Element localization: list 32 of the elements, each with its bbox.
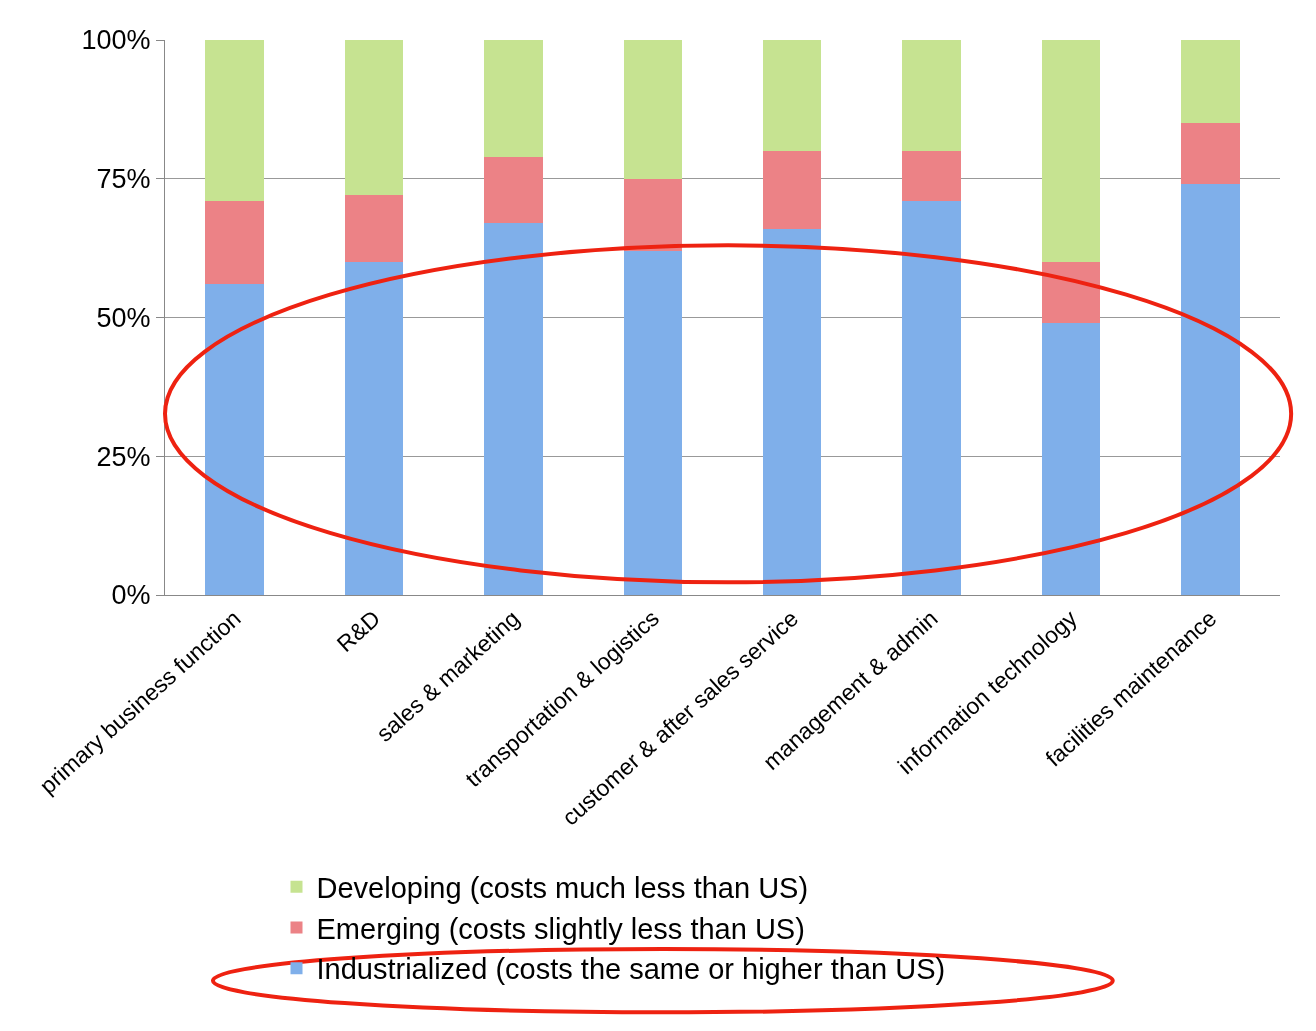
bar — [762, 151, 822, 229]
bar — [1041, 262, 1101, 324]
bar — [902, 200, 961, 595]
bar — [484, 156, 543, 224]
bar — [902, 151, 961, 201]
bar — [1181, 40, 1240, 124]
bar — [1181, 123, 1240, 185]
legend-label: Developing (costs much less than US) — [316, 872, 809, 905]
y-tick-label: 0% — [111, 580, 151, 611]
bar — [205, 200, 264, 285]
bar — [1041, 40, 1101, 262]
bar — [344, 262, 404, 595]
bar — [902, 40, 961, 151]
bar — [344, 195, 404, 262]
bar — [205, 284, 264, 595]
bar — [205, 40, 264, 201]
y-tick-label: 25% — [96, 441, 151, 472]
bar — [762, 40, 822, 151]
bar — [484, 40, 543, 157]
bar — [484, 223, 543, 595]
bar — [623, 250, 683, 595]
y-tick-label: 100% — [81, 25, 151, 56]
legend-label: Emerging (costs slightly less than US) — [316, 912, 805, 945]
bar — [762, 228, 822, 595]
y-tick-label: 75% — [96, 164, 151, 195]
bar — [623, 178, 683, 251]
y-tick-label: 50% — [96, 302, 151, 333]
legend-label: Industrialized (costs the same or higher than US) — [316, 953, 946, 986]
bar — [1181, 184, 1240, 595]
bar — [344, 40, 404, 196]
bar — [623, 40, 683, 179]
bar — [1041, 323, 1101, 595]
